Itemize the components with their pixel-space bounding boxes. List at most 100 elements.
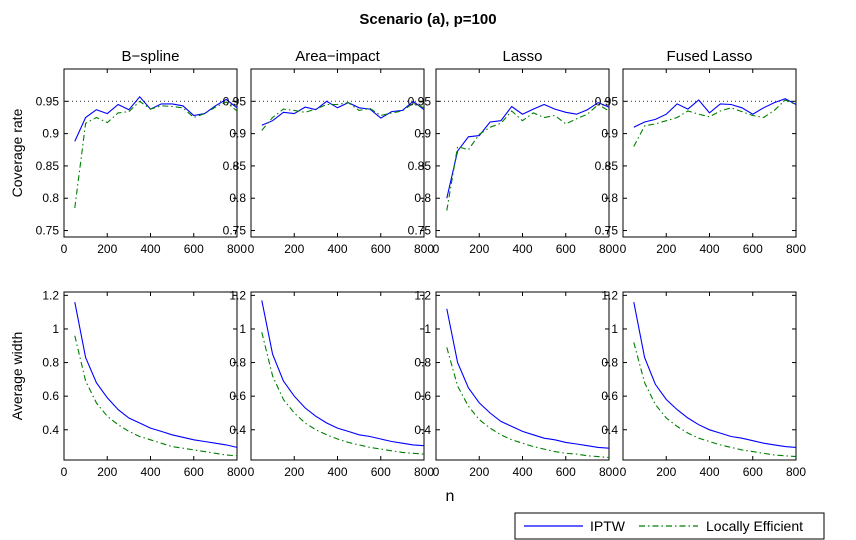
y-tick-label: 0.75 [36,224,60,238]
y-tick-label: 0.6 [601,389,618,403]
y-tick-label: 0.9 [601,127,618,141]
x-axis-label: n [446,488,455,505]
series-line-iptw [446,101,610,199]
x-tick-label: 400 [699,242,719,256]
y-tick-label: 0.4 [414,423,431,437]
x-tick-label: 800 [227,242,247,256]
x-tick-label: 600 [556,465,576,479]
panel-r2-c2: 0 200 400 600 800 0.4 0.6 0.8 1 1.2 [229,288,434,479]
panel-r2-c4: 0 200 400 600 800 0.4 0.6 0.8 1 1.2 [601,288,806,479]
y-tick-label: 1 [424,322,431,336]
y-tick-label: 1.2 [601,288,618,302]
series-line-iptw [74,301,238,448]
panel-title: Area−impact [295,48,380,65]
y-tick-label: 0.6 [42,389,59,403]
y-tick-label: 0.8 [601,356,618,370]
x-tick-label: 400 [140,242,160,256]
x-tick-label: 200 [656,242,676,256]
axes-box [435,68,610,238]
series-line-locally-efficient [261,102,425,131]
series-line-locally-efficient [446,103,610,211]
axes-box [250,68,425,238]
y-tick-label: 0.8 [414,191,431,205]
x-tick-label: 800 [227,465,247,479]
y-tick-label: 0.85 [408,159,432,173]
x-tick-label: 800 [599,465,619,479]
x-tick-label: 0 [433,465,440,479]
panel-r1-c3: Lasso 0 200 400 600 800 0.75 0.8 0.85 0.9 0.95 [408,48,620,256]
series-line-iptw [633,98,797,128]
x-tick-label: 800 [414,242,434,256]
y-tick-label: 1 [52,322,59,336]
x-tick-label: 400 [699,465,719,479]
axes-box [622,291,797,461]
series-line-locally-efficient [74,100,238,208]
y-tick-label: 0.95 [595,94,619,108]
x-tick-label: 0 [61,242,68,256]
x-tick-label: 0 [620,465,627,479]
y-tick-label: 0.6 [414,389,431,403]
x-tick-label: 600 [371,242,391,256]
x-tick-label: 400 [327,465,347,479]
y-tick-label: 0.8 [601,191,618,205]
x-tick-label: 600 [743,242,763,256]
x-tick-label: 0 [433,242,440,256]
series-line-locally-efficient [633,342,797,458]
panel-title: Fused Lasso [667,48,753,65]
x-tick-label: 800 [786,465,806,479]
y-axis-label: Coverage rate [9,108,25,197]
series-line-locally-efficient [446,347,610,459]
y-tick-label: 0.8 [42,191,59,205]
y-axis-label: Average width [9,332,25,420]
x-tick-label: 0 [248,465,255,479]
x-tick-label: 0 [61,465,68,479]
x-tick-label: 0 [620,242,627,256]
y-tick-label: 0.85 [595,159,619,173]
y-tick-label: 0.8 [414,356,431,370]
y-tick-label: 0.8 [229,191,246,205]
panel-title: B−spline [122,48,180,65]
panel-r1-c4: Fused Lasso 0 200 400 600 800 0.75 0.8 0.85 0.9 0.… [595,48,807,256]
legend: IPTW Locally Efficient [514,512,825,540]
y-tick-label: 0.85 [223,159,247,173]
y-tick-label: 0.6 [229,389,246,403]
y-tick-label: 1 [611,322,618,336]
series-line-iptw [74,95,238,142]
y-tick-label: 0.9 [229,127,246,141]
y-tick-label: 0.4 [42,423,59,437]
x-tick-label: 200 [97,242,117,256]
y-tick-label: 0.95 [36,94,60,108]
x-tick-label: 200 [284,242,304,256]
y-tick-label: 0.8 [229,356,246,370]
y-tick-label: 0.75 [595,224,619,238]
y-tick-label: 0.9 [42,127,59,141]
y-tick-label: 0.75 [223,224,247,238]
axes-box [435,291,610,461]
panel-title: Lasso [502,48,542,65]
x-tick-label: 200 [97,465,117,479]
legend-iptw-label: IPTW [590,518,626,534]
x-tick-label: 200 [656,465,676,479]
x-tick-label: 600 [184,242,204,256]
y-tick-label: 0.85 [36,159,60,173]
x-tick-label: 200 [469,465,489,479]
y-tick-label: 1 [239,322,246,336]
y-tick-label: 0.95 [408,94,432,108]
series-line-locally-efficient [633,99,797,147]
y-tick-label: 0.9 [414,127,431,141]
y-tick-label: 0.75 [408,224,432,238]
y-tick-label: 0.8 [42,356,59,370]
x-tick-label: 400 [512,465,532,479]
figure-title: Scenario (a), p=100 [359,11,496,28]
axes-box [622,68,797,238]
panel-r2-c3: 0 200 400 600 800 0.4 0.6 0.8 1 1.2 [414,288,619,479]
x-tick-label: 400 [327,242,347,256]
x-tick-label: 200 [469,242,489,256]
series-line-locally-efficient [261,332,425,455]
panel-r2-c1: 0 200 400 600 800 0.4 0.6 0.8 1 1.2 Average width [9,288,247,479]
series-line-iptw [446,308,610,449]
series-line-iptw [633,301,797,448]
x-tick-label: 400 [140,465,160,479]
axes-box [63,68,238,238]
